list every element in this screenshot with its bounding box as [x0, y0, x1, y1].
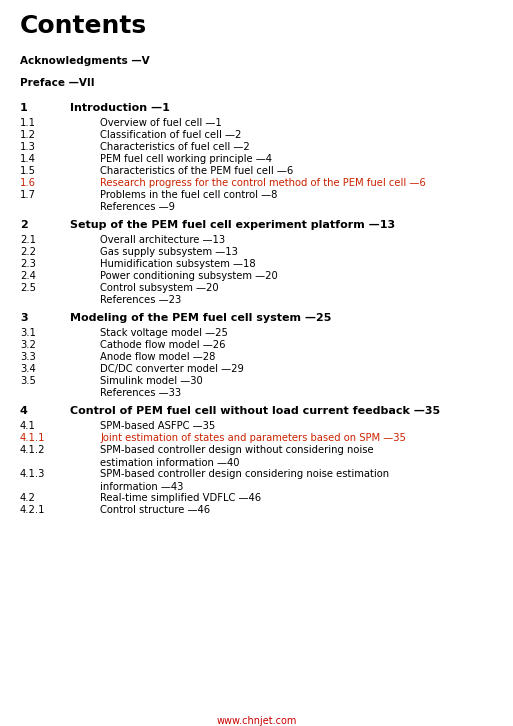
Text: 4.1.2: 4.1.2: [20, 445, 46, 455]
Text: 2.1: 2.1: [20, 235, 36, 245]
Text: SPM-based controller design without considering noise: SPM-based controller design without cons…: [100, 445, 373, 455]
Text: 4.1.3: 4.1.3: [20, 469, 45, 479]
Text: 1.7: 1.7: [20, 190, 36, 200]
Text: information —43: information —43: [100, 482, 183, 492]
Text: 1: 1: [20, 103, 28, 113]
Text: References —9: References —9: [100, 202, 175, 212]
Text: 2.5: 2.5: [20, 283, 36, 293]
Text: SPM-based controller design considering noise estimation: SPM-based controller design considering …: [100, 469, 389, 479]
Text: Characteristics of the PEM fuel cell —6: Characteristics of the PEM fuel cell —6: [100, 166, 293, 176]
Text: 3.1: 3.1: [20, 328, 36, 338]
Text: 3.5: 3.5: [20, 376, 36, 386]
Text: Setup of the PEM fuel cell experiment platform —13: Setup of the PEM fuel cell experiment pl…: [70, 220, 395, 230]
Text: Real-time simplified VDFLC —46: Real-time simplified VDFLC —46: [100, 493, 261, 503]
Text: Control structure —46: Control structure —46: [100, 505, 210, 515]
Text: Gas supply subsystem —13: Gas supply subsystem —13: [100, 247, 238, 257]
Text: Modeling of the PEM fuel cell system —25: Modeling of the PEM fuel cell system —25: [70, 313, 331, 323]
Text: 4.1: 4.1: [20, 421, 36, 431]
Text: Cathode flow model —26: Cathode flow model —26: [100, 340, 226, 350]
Text: References —33: References —33: [100, 388, 181, 398]
Text: 3: 3: [20, 313, 28, 323]
Text: 3.4: 3.4: [20, 364, 36, 374]
Text: 3.2: 3.2: [20, 340, 36, 350]
Text: 4: 4: [20, 406, 28, 416]
Text: 4.2.1: 4.2.1: [20, 505, 46, 515]
Text: 2.4: 2.4: [20, 271, 36, 281]
Text: Classification of fuel cell —2: Classification of fuel cell —2: [100, 130, 242, 140]
Text: Research progress for the control method of the PEM fuel cell —6: Research progress for the control method…: [100, 178, 426, 188]
Text: SPM-based ASFPC —35: SPM-based ASFPC —35: [100, 421, 215, 431]
Text: PEM fuel cell working principle —4: PEM fuel cell working principle —4: [100, 154, 272, 164]
Text: Characteristics of fuel cell —2: Characteristics of fuel cell —2: [100, 142, 250, 152]
Text: 3.3: 3.3: [20, 352, 36, 362]
Text: Humidification subsystem —18: Humidification subsystem —18: [100, 259, 255, 269]
Text: Stack voltage model —25: Stack voltage model —25: [100, 328, 228, 338]
Text: 2.3: 2.3: [20, 259, 36, 269]
Text: 1.3: 1.3: [20, 142, 36, 152]
Text: www.chnjet.com: www.chnjet.com: [216, 716, 297, 726]
Text: Joint estimation of states and parameters based on SPM —35: Joint estimation of states and parameter…: [100, 433, 406, 443]
Text: 1.1: 1.1: [20, 118, 36, 128]
Text: Overview of fuel cell —1: Overview of fuel cell —1: [100, 118, 222, 128]
Text: 1.6: 1.6: [20, 178, 36, 188]
Text: Problems in the fuel cell control —8: Problems in the fuel cell control —8: [100, 190, 278, 200]
Text: 1.5: 1.5: [20, 166, 36, 176]
Text: 1.2: 1.2: [20, 130, 36, 140]
Text: Preface —VII: Preface —VII: [20, 78, 94, 88]
Text: Control subsystem —20: Control subsystem —20: [100, 283, 219, 293]
Text: 2.2: 2.2: [20, 247, 36, 257]
Text: Acknowledgments —V: Acknowledgments —V: [20, 56, 150, 66]
Text: 2: 2: [20, 220, 28, 230]
Text: 4.1.1: 4.1.1: [20, 433, 46, 443]
Text: estimation information —40: estimation information —40: [100, 458, 240, 468]
Text: Control of PEM fuel cell without load current feedback —35: Control of PEM fuel cell without load cu…: [70, 406, 440, 416]
Text: Overall architecture —13: Overall architecture —13: [100, 235, 225, 245]
Text: Introduction —1: Introduction —1: [70, 103, 170, 113]
Text: Simulink model —30: Simulink model —30: [100, 376, 203, 386]
Text: Anode flow model —28: Anode flow model —28: [100, 352, 215, 362]
Text: References —23: References —23: [100, 295, 181, 305]
Text: 1.4: 1.4: [20, 154, 36, 164]
Text: 4.2: 4.2: [20, 493, 36, 503]
Text: DC/DC converter model —29: DC/DC converter model —29: [100, 364, 244, 374]
Text: Power conditioning subsystem —20: Power conditioning subsystem —20: [100, 271, 278, 281]
Text: Contents: Contents: [20, 14, 147, 38]
